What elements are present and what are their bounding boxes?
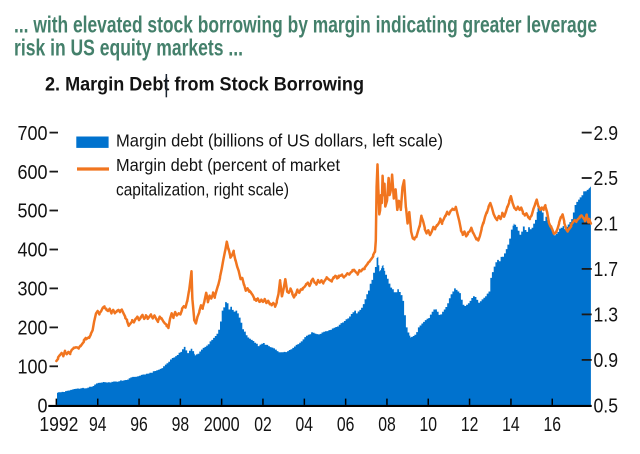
svg-text:600: 600	[18, 162, 48, 184]
svg-text:2.9: 2.9	[594, 123, 619, 145]
svg-text:... with elevated stock borrow: ... with elevated stock borrowing by mar…	[14, 12, 597, 38]
svg-text:06: 06	[337, 414, 355, 436]
svg-text:2.1: 2.1	[594, 214, 619, 236]
svg-text:Margin debt (billions of US do: Margin debt (billions of US dollars, lef…	[116, 131, 443, 151]
svg-text:Margin debt (percent of market: Margin debt (percent of market	[116, 155, 340, 175]
svg-text:94: 94	[89, 414, 107, 436]
svg-text:0.5: 0.5	[594, 396, 619, 418]
svg-text:0.9: 0.9	[594, 350, 619, 372]
svg-text:16: 16	[543, 414, 561, 436]
svg-text:08: 08	[378, 414, 396, 436]
svg-text:12: 12	[461, 414, 479, 436]
svg-text:risk in US equity markets ...: risk in US equity markets ...	[14, 35, 243, 61]
svg-text:1.3: 1.3	[594, 305, 619, 327]
svg-text:capitalization, right scale): capitalization, right scale)	[116, 179, 289, 199]
svg-text:2.5: 2.5	[594, 168, 619, 190]
svg-text:04: 04	[296, 414, 314, 436]
svg-text:400: 400	[18, 240, 48, 262]
svg-text:2. Margin Debt from Stock Borr: 2. Margin Debt from Stock Borrowing	[45, 75, 364, 96]
svg-text:1.7: 1.7	[594, 259, 619, 281]
svg-text:96: 96	[130, 414, 148, 436]
svg-text:10: 10	[420, 414, 438, 436]
svg-text:0: 0	[38, 396, 48, 418]
svg-text:500: 500	[18, 201, 48, 223]
svg-text:300: 300	[18, 279, 48, 301]
svg-text:700: 700	[18, 123, 48, 145]
svg-text:100: 100	[18, 357, 48, 379]
svg-text:98: 98	[172, 414, 190, 436]
svg-text:2000: 2000	[204, 414, 240, 436]
svg-text:14: 14	[502, 414, 520, 436]
svg-text:02: 02	[254, 414, 272, 436]
svg-text:1992: 1992	[39, 414, 78, 436]
svg-text:200: 200	[18, 318, 48, 340]
